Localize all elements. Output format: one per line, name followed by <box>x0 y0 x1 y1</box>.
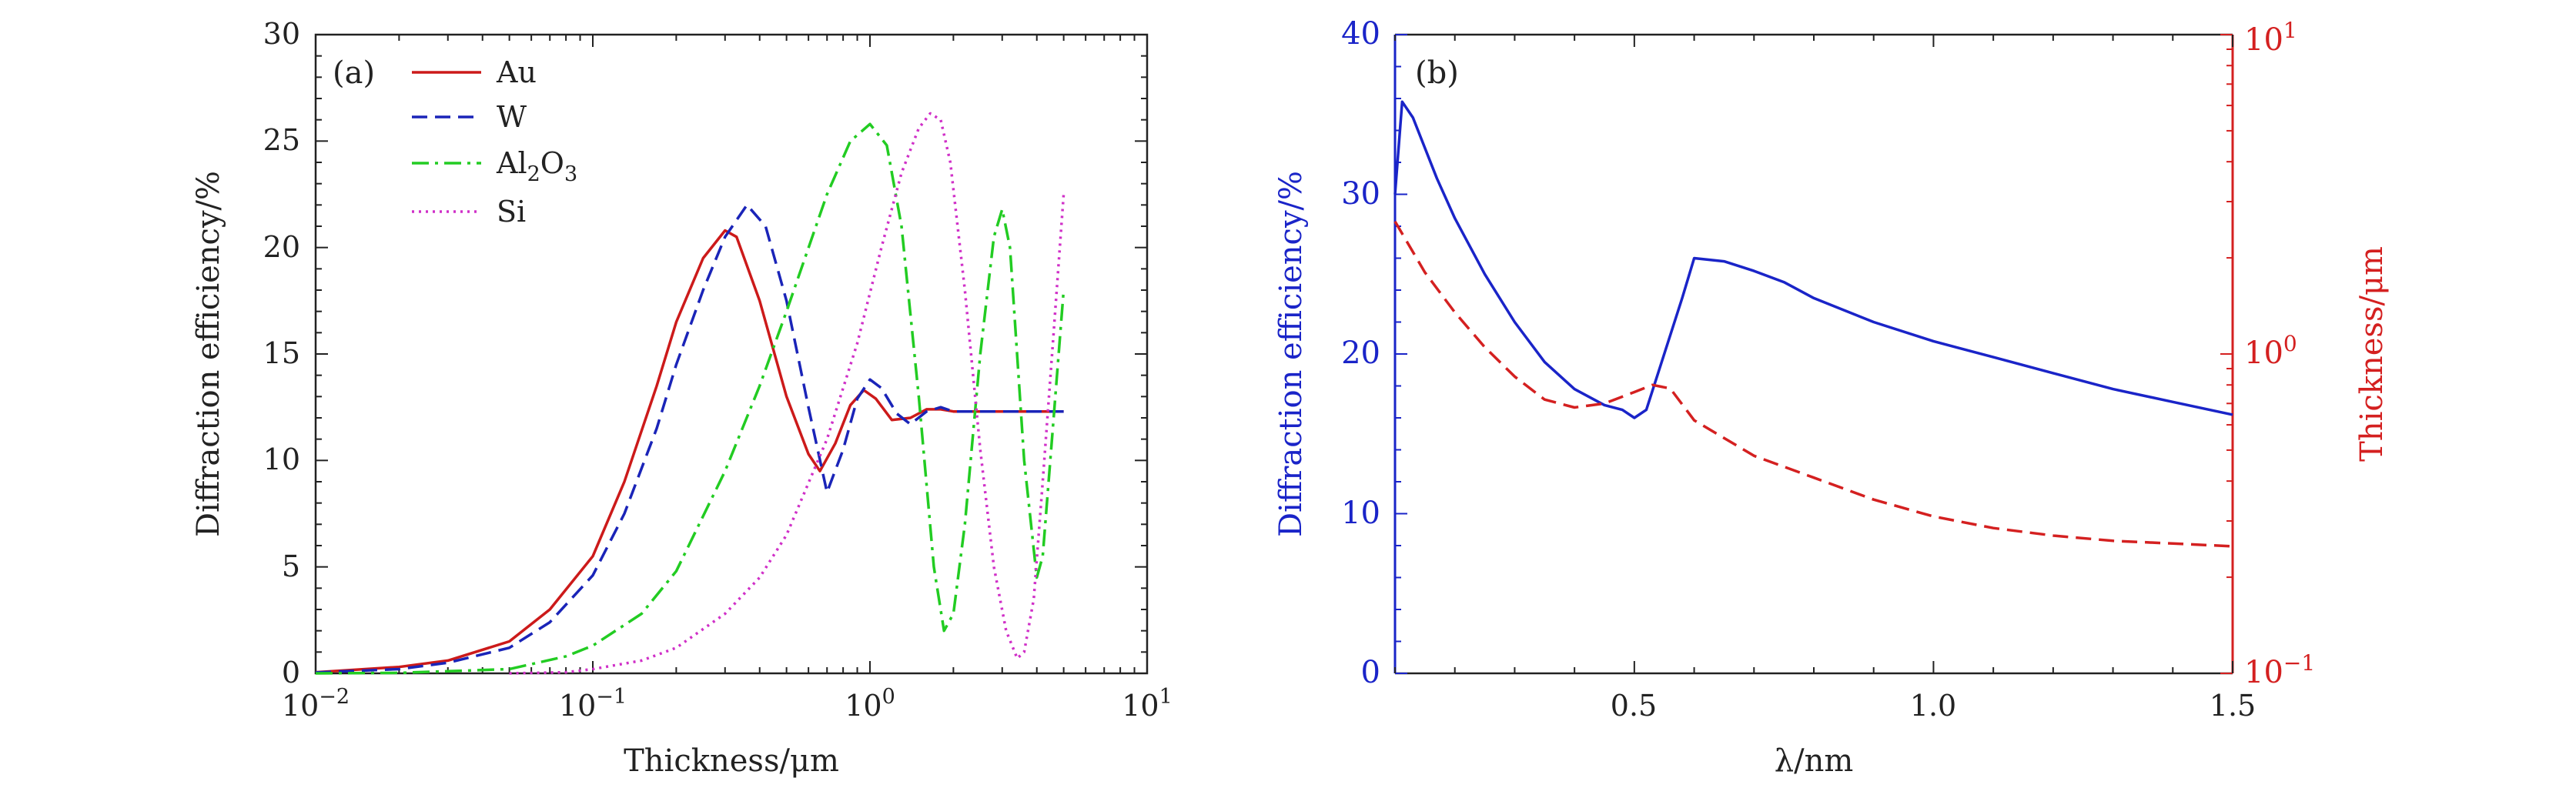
ytick-right-exp: 0 <box>2283 331 2297 356</box>
series-line-au <box>315 229 1064 674</box>
legend-label-al2o3: Al2O3 <box>496 146 577 186</box>
y-axis-label-left: Diffraction efficiency/% <box>1273 171 1309 537</box>
xtick-exp: −1 <box>596 685 627 709</box>
legend-label-w: W <box>497 100 527 134</box>
panel-b-ticks <box>1394 34 2233 674</box>
legend-label-au: Au <box>496 55 537 89</box>
xtick-0.5: 0.5 <box>1611 689 1657 723</box>
ytick-left-40: 40 <box>1341 16 1380 52</box>
xtick-base: 10 <box>282 689 319 723</box>
panel-a: 0 5 10 15 20 25 30 10−2 10−1 100 101 Thi… <box>191 17 1173 779</box>
xtick-exp: 0 <box>882 685 895 709</box>
series-line-efficiency <box>1393 100 2233 419</box>
xtick-base: 10 <box>559 689 596 723</box>
ytick-left-20: 20 <box>1341 336 1380 371</box>
legend-al-main: Al <box>496 146 527 180</box>
panel-a-frame <box>314 33 1149 675</box>
xtick-1.5: 1.5 <box>2210 689 2256 723</box>
panel-b-x-tick-labels: 0.5 1.0 1.5 <box>1611 689 2256 723</box>
xtick-1.0: 1.0 <box>1910 689 1956 723</box>
panel-b: 0 10 20 30 40 10−1 100 101 0.5 1.0 1.5 λ… <box>1273 16 2390 779</box>
ytick-right-base: 10 <box>2244 22 2283 58</box>
xtick-label-1e1: 101 <box>1122 685 1173 723</box>
legend-al-sub2: 3 <box>564 162 577 186</box>
ytick-right-exp: −1 <box>2283 650 2315 676</box>
y-axis-label-right: Thickness/μm <box>2354 246 2390 462</box>
x-axis-label-b: λ/nm <box>1775 743 1854 779</box>
ytick-right-1e0: 100 <box>2244 331 2297 371</box>
ytick-label-30: 30 <box>263 17 300 51</box>
xtick-label-1e-2: 10−2 <box>282 685 350 723</box>
ytick-right-base: 10 <box>2244 336 2283 371</box>
x-axis-label: Thickness/μm <box>624 743 839 779</box>
panel-b-series <box>1393 100 2233 548</box>
panel-a-tick-labels: 0 5 10 15 20 25 30 10−2 10−1 100 101 <box>263 17 1173 723</box>
xtick-exp: 1 <box>1159 685 1173 709</box>
series-line-w <box>315 203 1064 674</box>
ytick-left-0: 0 <box>1361 655 1380 690</box>
ytick-right-base: 10 <box>2244 655 2283 690</box>
panel-label: (a) <box>333 55 375 91</box>
panel-b-right-tick-labels: 10−1 100 101 <box>2244 18 2315 690</box>
ytick-left-10: 10 <box>1341 496 1380 531</box>
ytick-left-30: 30 <box>1341 176 1380 212</box>
xtick-label-1e0: 100 <box>845 685 895 723</box>
ytick-label-5: 5 <box>282 549 300 583</box>
series-line-thickness <box>1393 220 2233 548</box>
panel-b-left-tick-labels: 0 10 20 30 40 <box>1341 16 1380 690</box>
ytick-right-exp: 1 <box>2283 18 2297 43</box>
legend-label-si: Si <box>497 195 526 229</box>
ytick-label-0: 0 <box>282 656 300 690</box>
ytick-right-1e1: 101 <box>2244 18 2297 58</box>
panel-a-ticks <box>315 34 1148 674</box>
xtick-exp: −2 <box>319 685 350 709</box>
ytick-label-20: 20 <box>263 230 300 264</box>
series-line-al2o3 <box>315 122 1066 675</box>
ytick-label-25: 25 <box>263 123 300 157</box>
xtick-base: 10 <box>1122 689 1159 723</box>
y-axis-label: Diffraction efficiency/% <box>191 171 226 537</box>
xtick-base: 10 <box>845 689 882 723</box>
panel-label-b: (b) <box>1415 55 1459 91</box>
xtick-label-1e-1: 10−1 <box>559 685 627 723</box>
ytick-label-10: 10 <box>263 442 300 476</box>
panel-a-series <box>315 112 1066 675</box>
legend: Au W Al2O3 Si <box>412 55 577 229</box>
ytick-label-15: 15 <box>263 336 300 370</box>
legend-al-o: O <box>540 146 564 180</box>
ytick-right-1e-1: 10−1 <box>2244 650 2315 690</box>
legend-al-sub1: 2 <box>527 162 540 186</box>
